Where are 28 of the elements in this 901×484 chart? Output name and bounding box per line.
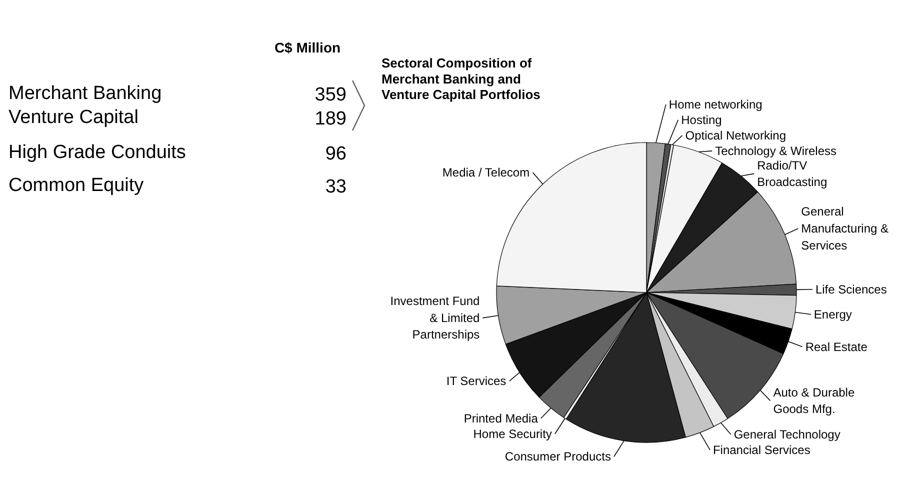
category-label: Merchant Banking	[8, 83, 162, 104]
category-label: Common Equity	[8, 175, 144, 196]
slice-label: Printed Media	[464, 411, 538, 426]
slice-label: Consumer Products	[504, 450, 611, 464]
slice-label: Financial Services	[712, 442, 810, 457]
text: C$ Million	[274, 40, 341, 56]
slice-label: Optical Networking	[685, 128, 786, 142]
slice-label: Energy	[814, 307, 852, 322]
slice-label: Real Estate	[805, 340, 868, 354]
slice-label: Auto & Durable Goods Mfg.	[773, 385, 855, 416]
chart-title: Sectoral Composition of Merchant Banking and Venture Capital Portfolios	[382, 56, 540, 102]
text: 96	[325, 144, 347, 164]
slice-label: Life Sciences	[815, 282, 887, 296]
slice-label: IT Services	[446, 374, 506, 388]
text: 189	[314, 108, 346, 130]
slice-label: Home Security	[473, 426, 552, 441]
text: 359	[314, 84, 346, 106]
category-label: High Grade Conduits	[8, 142, 186, 163]
slice-label: Investment Fund & Limited Partnerships	[390, 294, 480, 342]
slice-label: Radio/TV Broadcasting	[757, 158, 828, 190]
slice-label: General Manufacturing & Services	[801, 204, 889, 252]
text: 33	[325, 176, 347, 198]
slice-label: Home networking	[668, 97, 762, 112]
slice-label: General Technology	[734, 427, 840, 442]
slice-label: Hosting	[681, 112, 722, 127]
category-label: Venture Capital	[8, 107, 138, 128]
slice-label: Technology & Wireless	[715, 144, 837, 158]
slice-label: Media / Telecom	[442, 166, 530, 180]
